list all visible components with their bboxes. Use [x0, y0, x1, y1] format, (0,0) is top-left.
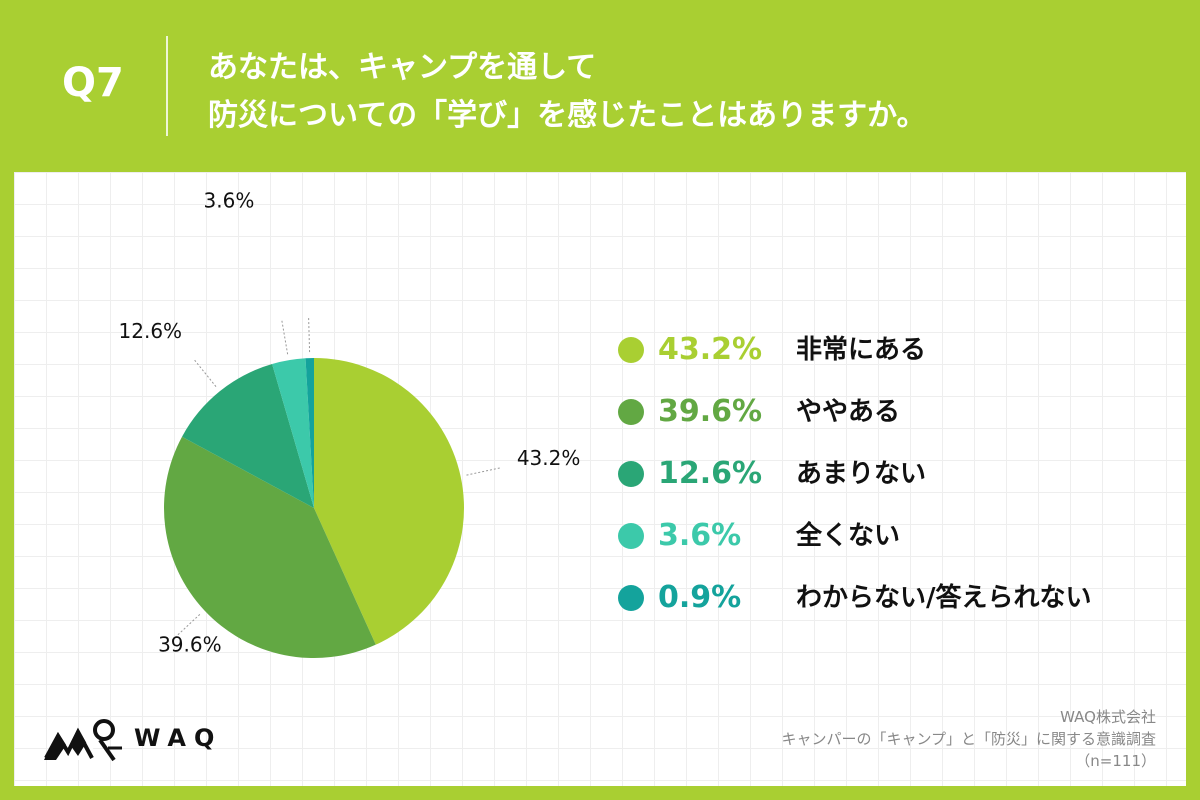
legend-value: 3.6%: [658, 518, 742, 553]
leader-line: [192, 358, 217, 387]
logo-text: WAQ: [134, 724, 223, 752]
data-label: 12.6%: [119, 319, 183, 343]
pie-slice: [305, 358, 314, 508]
data-label: 3.6%: [204, 188, 255, 212]
legend-dot-icon: [618, 585, 644, 611]
legend-label: ややある: [796, 397, 901, 427]
footer: WAQ株式会社 キャンパーの「キャンプ」と「防災」に関する意識調査 （n=111…: [781, 706, 1156, 772]
legend-dot-icon: [618, 399, 644, 425]
footer-sample: （n=111）: [1075, 752, 1156, 770]
leader-line: [281, 318, 289, 355]
footer-survey: キャンパーの「キャンプ」と「防災」に関する意識調査: [781, 730, 1156, 748]
pie-slice: [314, 358, 464, 645]
legend-item: 12.6% あまりない: [618, 454, 1178, 494]
question-line-1: あなたは、キャンプを通して: [208, 50, 597, 85]
question-number: Q7: [62, 60, 124, 106]
pie-chart: 43.2% 39.6% 12.6% 3.6% 0.9%: [119, 172, 581, 658]
legend-label: あまりない: [796, 459, 927, 489]
chart-panel: 43.2% 39.6% 12.6% 3.6% 0.9% 43.2% 非常にある 39.6…: [14, 172, 1186, 786]
footer-company: WAQ株式会社: [1060, 708, 1156, 726]
legend-label: 全くない: [796, 521, 901, 551]
data-label: 43.2%: [517, 446, 581, 470]
leader-line: [466, 467, 502, 476]
legend-item: 0.9% わからない/答えられない: [618, 578, 1178, 618]
header: Q7 あなたは、キャンプを通して 防災についての「学び」を感じたことはありますか…: [0, 0, 1200, 172]
legend-label: 非常にある: [796, 335, 927, 365]
legend-item: 43.2% 非常にある: [618, 330, 1178, 370]
waq-logo: WAQ: [42, 718, 232, 762]
pie-slice: [164, 436, 376, 658]
data-label: 0.9%: [280, 172, 331, 173]
waq-mountain-logo-icon: [44, 719, 122, 762]
legend-value: 0.9%: [658, 580, 742, 615]
pie-slice: [272, 358, 314, 508]
legend-dot-icon: [618, 337, 644, 363]
leader-line: [173, 613, 201, 640]
legend-value: 12.6%: [658, 456, 763, 491]
legend-dot-icon: [618, 523, 644, 549]
legend-label: わからない/答えられない: [796, 583, 1092, 613]
legend-item: 39.6% ややある: [618, 392, 1178, 432]
header-divider: [166, 36, 168, 136]
legend-dot-icon: [618, 461, 644, 487]
data-label: 39.6%: [158, 632, 222, 656]
leader-line: [308, 316, 311, 353]
question-text: あなたは、キャンプを通して 防災についての「学び」を感じたことはありますか。: [208, 44, 927, 140]
legend-item: 3.6% 全くない: [618, 516, 1178, 556]
legend-value: 39.6%: [658, 394, 763, 429]
question-line-2: 防災についての「学び」を感じたことはありますか。: [208, 98, 927, 133]
pie-slice: [182, 363, 314, 508]
legend-value: 43.2%: [658, 332, 763, 367]
